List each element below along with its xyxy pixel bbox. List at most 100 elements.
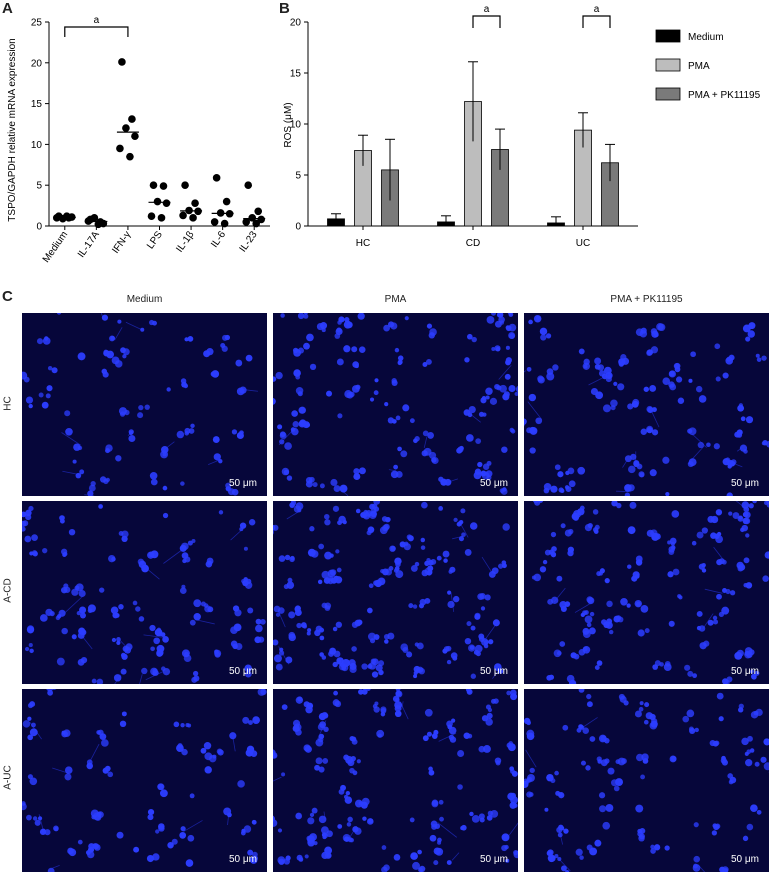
cell-nucleus [295, 371, 301, 377]
chart-a-y-tick-label: 10 [31, 140, 43, 151]
cell-nucleus [332, 505, 340, 512]
cell-nucleus [479, 817, 485, 823]
cell-nucleus [319, 635, 325, 641]
cell-nucleus [218, 510, 224, 515]
cell-nucleus [631, 575, 638, 582]
cell-nucleus [446, 720, 453, 728]
cell-nucleus [492, 619, 500, 627]
cell-nucleus [309, 363, 317, 371]
cell-nucleus [210, 371, 216, 377]
cell-nucleus [491, 567, 499, 575]
cell-nucleus [712, 823, 718, 829]
cell-nucleus [320, 322, 328, 330]
cell-nucleus [451, 718, 456, 723]
cell-nucleus [337, 824, 343, 829]
cell-nucleus [324, 519, 331, 526]
cell-nucleus [356, 759, 361, 764]
cell-nucleus [471, 336, 477, 343]
cell-nucleus [119, 720, 127, 728]
chart-a-point [159, 182, 168, 190]
cell-nucleus [354, 364, 359, 369]
cell-nucleus [63, 583, 69, 589]
cell-nucleus [671, 510, 680, 518]
cell-nucleus [452, 595, 460, 603]
cell-nucleus [754, 761, 760, 767]
cell-nucleus [351, 346, 358, 353]
cell-nucleus [355, 384, 361, 390]
cell-nucleus [200, 747, 207, 754]
cell-nucleus [663, 663, 672, 671]
cell-nucleus [381, 845, 387, 850]
cell-nucleus [534, 501, 541, 506]
micrograph-a-uc-2: 50 μm [273, 689, 518, 872]
cell-nucleus [137, 412, 144, 419]
cell-nucleus [577, 466, 586, 475]
cell-nucleus [227, 812, 232, 818]
cell-nucleus [273, 376, 277, 382]
cell-nucleus [296, 622, 302, 629]
cell-nucleus [752, 501, 757, 504]
chart-a-point [181, 181, 189, 189]
chart-a-y-tick-label: 25 [31, 18, 43, 29]
cell-nucleus [244, 664, 252, 672]
cell-nucleus [688, 726, 694, 732]
chart-a-y-tick-label: 0 [36, 222, 42, 233]
cell-nucleus [606, 600, 613, 608]
cell-nucleus [306, 631, 311, 636]
cell-process [713, 546, 723, 559]
cell-nucleus [628, 465, 636, 474]
cell-nucleus [55, 615, 61, 621]
cell-nucleus [726, 492, 733, 496]
cell-nucleus [351, 646, 357, 652]
cell-nucleus [480, 397, 487, 404]
cell-nucleus [624, 492, 631, 496]
micrograph-hc-1: 50 μm [22, 313, 267, 496]
cell-nucleus [508, 384, 516, 393]
cell-nucleus [346, 321, 353, 329]
cell-nucleus [410, 852, 418, 860]
cell-nucleus [315, 757, 323, 765]
cell-nucleus [353, 473, 361, 481]
cell-nucleus [470, 625, 476, 631]
cell-nucleus [46, 689, 54, 692]
cell-nucleus [309, 526, 315, 532]
cell-nucleus [635, 328, 644, 336]
cell-nucleus [634, 710, 642, 718]
cell-nucleus [152, 320, 157, 326]
cell-nucleus [469, 522, 478, 530]
cell-nucleus [598, 370, 606, 377]
cell-nucleus [578, 649, 586, 656]
cell-process [61, 432, 82, 446]
cell-nucleus [27, 734, 34, 741]
cell-nucleus [742, 835, 749, 842]
cell-nucleus [323, 726, 329, 733]
cell-nucleus [539, 327, 548, 336]
cell-process [485, 622, 498, 640]
cell-nucleus [345, 791, 351, 796]
cell-nucleus [212, 754, 217, 759]
cell-nucleus [542, 559, 548, 565]
cell-nucleus [162, 636, 169, 643]
chart-a-x-tick-label: IFN-γ [110, 229, 133, 255]
cell-nucleus [383, 324, 390, 332]
cell-nucleus [337, 413, 343, 419]
chart-b-ros: ROS (μM) 0 5 10 15 20 HC CD UC a a Medium PMA PMA + … [283, 4, 761, 249]
cell-nucleus [184, 431, 189, 436]
cell-nucleus [374, 378, 379, 383]
cell-nucleus [306, 333, 314, 342]
cell-nucleus [643, 386, 649, 392]
cell-nucleus [190, 423, 195, 429]
cell-nucleus [410, 564, 418, 572]
cell-nucleus [486, 712, 493, 719]
cell-nucleus [72, 459, 77, 464]
cell-nucleus [154, 628, 163, 637]
cell-nucleus [339, 484, 348, 493]
cell-nucleus [732, 512, 740, 519]
cell-nucleus [524, 422, 525, 427]
cell-nucleus [544, 807, 549, 812]
chart-a-point [248, 214, 257, 222]
cell-nucleus [525, 718, 530, 723]
cell-nucleus [346, 822, 352, 827]
cell-nucleus [273, 524, 279, 531]
cell-process [401, 701, 404, 710]
